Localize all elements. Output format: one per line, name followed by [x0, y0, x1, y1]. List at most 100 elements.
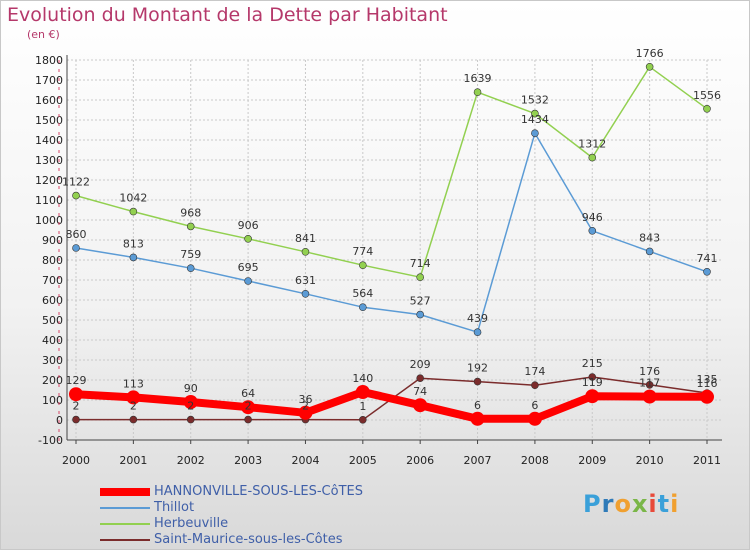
data-label: 117	[639, 377, 660, 390]
data-point	[186, 415, 195, 424]
line-chart: -100010020030040050060070080090010001100…	[35, 47, 722, 467]
y-tick-label: 1400	[35, 134, 63, 147]
y-tick-label: 1300	[35, 154, 63, 167]
legend-label: Thillot	[154, 500, 195, 515]
data-point	[72, 415, 80, 424]
data-label: 741	[697, 252, 718, 265]
data-point	[703, 267, 711, 276]
data-label: 860	[66, 228, 87, 241]
data-label: 813	[123, 237, 144, 250]
data-label: 439	[467, 312, 488, 325]
data-label: 135	[697, 373, 718, 386]
series-line	[75, 66, 708, 278]
data-point	[126, 390, 141, 405]
logo-letter: i	[670, 490, 680, 518]
y-tick-label: 900	[42, 234, 63, 247]
data-point	[527, 411, 542, 426]
y-tick-label: 1800	[35, 54, 63, 67]
data-label: 527	[410, 295, 431, 308]
data-label: 906	[238, 219, 259, 232]
y-tick-label: 400	[42, 334, 63, 347]
data-point	[359, 303, 367, 312]
y-tick-label: 1600	[35, 94, 63, 107]
y-tick-label: 200	[42, 374, 63, 387]
x-tick-label: 2009	[578, 454, 606, 467]
logo-letter: o	[614, 490, 632, 518]
data-label: 841	[295, 232, 316, 245]
data-label: 774	[352, 245, 373, 258]
data-label: 113	[123, 377, 144, 390]
legend-swatch	[100, 488, 150, 496]
data-label: 1042	[119, 192, 147, 205]
data-point	[186, 264, 195, 273]
data-point	[585, 389, 600, 404]
data-label: 1556	[693, 89, 721, 102]
data-point	[183, 395, 198, 409]
data-label: 64	[241, 387, 255, 400]
logo-letter: x	[631, 490, 649, 518]
legend-label: Herbeuville	[154, 516, 229, 531]
legend-item: Thillot	[100, 500, 420, 516]
data-label: 209	[410, 358, 431, 371]
series-line	[75, 132, 708, 333]
data-label: 74	[413, 385, 427, 398]
data-point	[531, 381, 539, 390]
x-tick-label: 2002	[177, 454, 205, 467]
logo-letter: r	[601, 490, 615, 518]
data-point	[413, 398, 428, 413]
data-label: 192	[467, 362, 488, 375]
series-line	[72, 388, 711, 423]
chart-title: Evolution du Montant de la Dette par Hab…	[7, 4, 448, 26]
x-tick-label: 2001	[119, 454, 147, 467]
chart-legend: HANNONVILLE-SOUS-LES-CôTES Thillot Herbeuv…	[100, 484, 420, 548]
data-point	[473, 328, 482, 337]
legend-swatch	[100, 539, 150, 541]
data-label: 129	[66, 374, 87, 387]
data-point	[588, 373, 597, 381]
data-point	[700, 389, 714, 404]
y-tick-label: 700	[42, 274, 63, 287]
data-point	[359, 415, 367, 424]
data-label: 2	[302, 400, 309, 413]
data-point	[301, 289, 310, 298]
data-point	[645, 380, 654, 389]
data-label: 1434	[521, 113, 549, 126]
data-label: 2	[187, 400, 194, 413]
y-tick-label: 600	[42, 294, 63, 307]
data-point	[642, 389, 657, 404]
data-label: 714	[410, 257, 431, 270]
data-point	[645, 63, 654, 71]
data-point	[244, 415, 252, 424]
legend-label: Saint-Maurice-sous-les-Côtes	[154, 532, 343, 547]
x-tick-label: 2005	[349, 454, 377, 467]
x-tick-label: 2000	[62, 454, 90, 467]
data-point	[244, 277, 252, 285]
data-point	[241, 400, 256, 415]
data-point	[531, 109, 539, 118]
data-label: 215	[582, 357, 603, 370]
data-label: 946	[582, 211, 603, 224]
data-label: 968	[180, 206, 201, 219]
data-point	[473, 377, 482, 386]
data-label: 140	[352, 372, 373, 385]
data-label: 759	[180, 248, 201, 261]
x-tick-label: 2011	[693, 454, 721, 467]
legend-swatch	[100, 523, 150, 525]
data-point	[416, 310, 424, 319]
data-point	[69, 387, 83, 402]
proxiti-logo: Proxiti	[583, 490, 679, 518]
data-point	[588, 153, 597, 162]
data-label: 2	[130, 400, 137, 413]
data-label: 1766	[636, 47, 664, 60]
data-label: 6	[474, 399, 481, 412]
data-point	[301, 248, 310, 256]
data-point	[645, 247, 654, 256]
y-tick-label: 500	[42, 314, 63, 327]
data-label: 564	[352, 287, 373, 300]
data-label: 1639	[464, 72, 492, 85]
data-label: 36	[298, 393, 312, 406]
x-tick-label: 2007	[464, 454, 492, 467]
logo-letter: P	[583, 490, 602, 518]
y-tick-label: 1000	[35, 214, 63, 227]
